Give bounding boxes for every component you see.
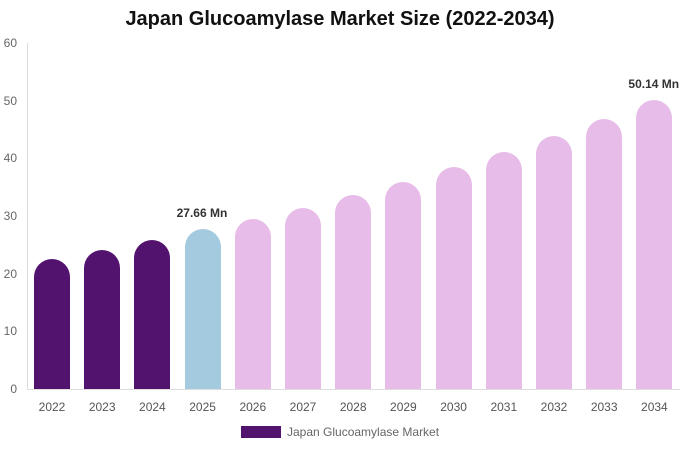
bar-2023[interactable] xyxy=(84,250,121,389)
bar-2030[interactable] xyxy=(435,166,472,389)
x-tick-label: 2029 xyxy=(390,400,417,414)
x-tick-label: 2033 xyxy=(590,400,618,414)
bar-2029[interactable] xyxy=(385,181,422,389)
y-tick-label: 0 xyxy=(10,382,17,396)
x-tick-label: 2031 xyxy=(490,400,518,414)
x-tick-label: 2025 xyxy=(189,400,216,414)
x-tick-label: 2027 xyxy=(289,400,317,414)
bar-2026[interactable] xyxy=(234,218,271,389)
data-label: 50.14 Mn xyxy=(628,76,680,91)
y-tick-label: 40 xyxy=(3,151,17,166)
x-tick-label: 2030 xyxy=(440,400,467,414)
y-tick-label: 50 xyxy=(3,93,17,108)
bar-2032[interactable] xyxy=(536,136,572,389)
y-tick-label: 20 xyxy=(3,266,17,281)
x-tick-label: 2022 xyxy=(38,400,66,414)
legend-label: Japan Glucoamylase Market xyxy=(287,425,440,439)
bar-2034[interactable] xyxy=(636,99,673,389)
bar-2022[interactable] xyxy=(34,259,70,389)
y-tick-label: 10 xyxy=(3,324,17,339)
x-tick-label: 2032 xyxy=(540,400,568,414)
bar-2024[interactable] xyxy=(134,240,171,389)
chart-title: Japan Glucoamylase Market Size (2022-203… xyxy=(125,8,555,30)
bar-2028[interactable] xyxy=(335,195,372,389)
bar-2033[interactable] xyxy=(586,119,623,389)
bar-2027[interactable] xyxy=(285,207,321,389)
legend-swatch xyxy=(241,426,281,438)
legend[interactable]: Japan Glucoamylase Market xyxy=(241,425,439,439)
x-tick-label: 2034 xyxy=(641,400,668,414)
x-tick-label: 2028 xyxy=(339,400,367,414)
bar-2031[interactable] xyxy=(485,151,522,389)
bar-2025[interactable] xyxy=(184,229,221,389)
data-label: 27.66 Mn xyxy=(176,206,228,221)
x-tick-label: 2026 xyxy=(239,400,267,414)
x-tick-label: 2024 xyxy=(139,400,166,414)
y-tick-label: 30 xyxy=(3,209,17,223)
y-tick-label: 60 xyxy=(3,36,17,50)
y-axis-line xyxy=(27,43,28,389)
x-tick-label: 2023 xyxy=(88,400,116,414)
x-axis-line xyxy=(27,389,680,390)
